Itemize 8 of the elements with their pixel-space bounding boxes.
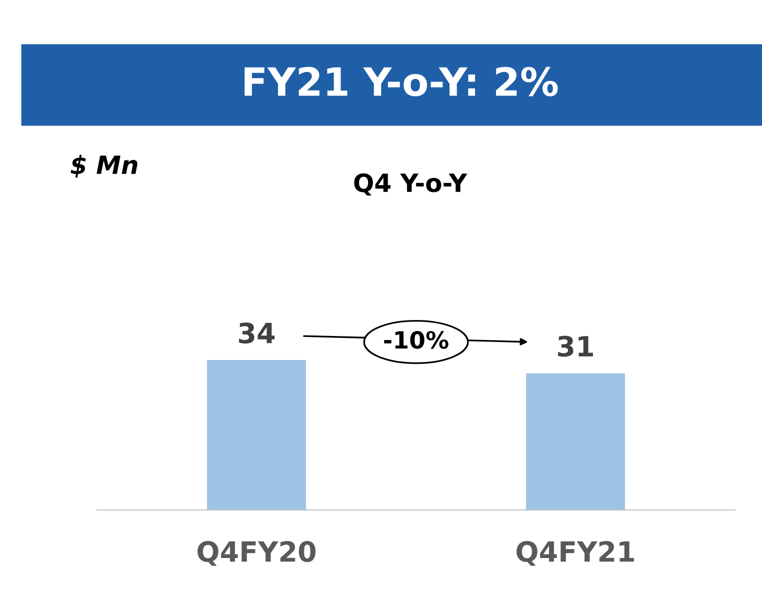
chart-subtitle: Q4 Y-o-Y [354,173,468,196]
x-tick-label: Q4FY20 [198,541,316,566]
chart-title: FY21 Y-o-Y: 2% [244,66,558,96]
data-label: 34 [239,322,275,344]
x-tick-label: Q4FY21 [516,541,634,566]
data-label: 31 [558,336,593,357]
text: -10% [384,330,448,349]
text: $ Mn [70,154,138,178]
